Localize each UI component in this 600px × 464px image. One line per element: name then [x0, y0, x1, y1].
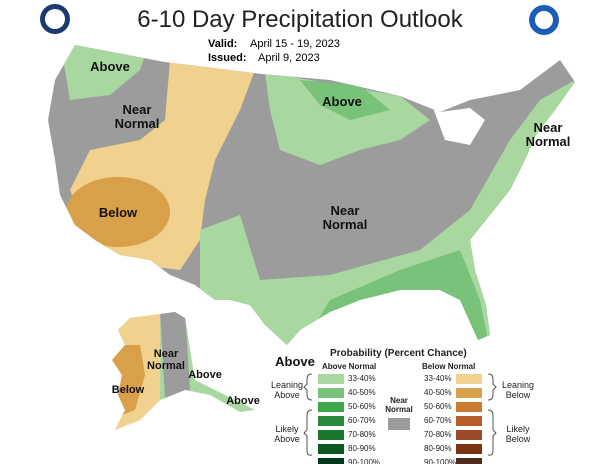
map-label: Near Normal: [525, 120, 571, 149]
legend-title: Probability (Percent Chance): [330, 348, 467, 359]
below-heading: Below Normal: [422, 362, 476, 371]
valid: April 15 - 19, 2023: [250, 38, 340, 50]
map-label: Above: [226, 395, 260, 407]
valid-label: Valid:: [208, 38, 238, 50]
likely-above: Likely Above: [274, 424, 300, 444]
above-range: 80-90%: [348, 444, 376, 453]
map-label: Above: [90, 59, 130, 74]
below-range: 70-80%: [424, 430, 452, 439]
map-label: Near Normal: [147, 348, 185, 372]
conus: [48, 45, 575, 345]
map-label: Near Normal: [322, 203, 368, 232]
above-range: 50-60%: [348, 402, 376, 411]
above-range: 40-50%: [348, 388, 376, 397]
map-label: Near Normal: [114, 102, 160, 131]
above-range: 33-40%: [348, 374, 376, 383]
above-heading: Above Normal: [322, 362, 377, 371]
below-range: 50-60%: [424, 402, 452, 411]
doc-logo-inner: [45, 9, 65, 29]
below-range: 60-70%: [424, 416, 452, 425]
below-range: 33-40%: [424, 374, 452, 383]
above-range: 90-100%: [348, 458, 381, 464]
issued: April 9, 2023: [258, 52, 320, 64]
title: 6-10 Day Precipitation Outlook: [137, 6, 463, 33]
map-label: Below: [98, 205, 138, 220]
noaa-logo-inner: [535, 11, 553, 29]
above-range: 70-80%: [348, 430, 376, 439]
leaning-below: Leaning Below: [501, 380, 535, 400]
below-range: 90-100%: [424, 458, 457, 464]
legend-swatches: [303, 373, 497, 464]
map-label: Below: [111, 384, 145, 396]
below-range: 80-90%: [424, 444, 452, 453]
issued-label: Issued:: [208, 52, 247, 64]
map-label: Above: [188, 369, 222, 381]
near-label: Near Normal: [385, 396, 413, 414]
map-label: Above: [275, 354, 315, 369]
below-range: 40-50%: [424, 388, 452, 397]
map-label: Above: [322, 94, 362, 109]
above-range: 60-70%: [348, 416, 376, 425]
leaning-above: Leaning Above: [270, 380, 304, 400]
likely-below: Likely Below: [505, 424, 531, 444]
